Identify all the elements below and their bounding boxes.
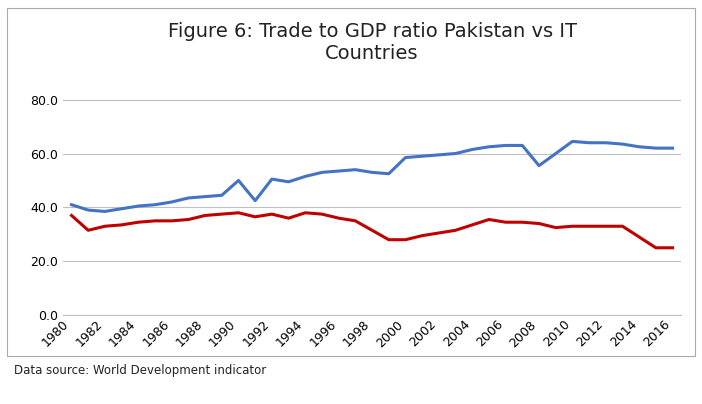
Pakistan	[218, 212, 226, 217]
Pakistan	[67, 213, 76, 218]
Pakistan	[168, 219, 176, 223]
Pakistan	[251, 215, 260, 219]
Pakistan	[318, 212, 326, 217]
Pakistan	[585, 224, 593, 229]
IT	[117, 206, 126, 211]
Pakistan	[451, 228, 460, 233]
Pakistan	[368, 228, 376, 233]
IT	[318, 170, 326, 175]
IT	[301, 174, 310, 179]
IT	[402, 155, 410, 160]
Pakistan	[134, 220, 143, 225]
IT	[284, 179, 293, 184]
IT	[168, 200, 176, 204]
Pakistan	[618, 224, 627, 229]
Pakistan	[284, 216, 293, 221]
IT	[484, 144, 493, 149]
Pakistan	[501, 220, 510, 225]
Pakistan	[402, 237, 410, 242]
IT	[251, 198, 260, 203]
Pakistan	[201, 213, 209, 218]
Pakistan	[535, 221, 543, 226]
Pakistan	[668, 245, 677, 250]
Pakistan	[117, 223, 126, 227]
Pakistan	[518, 220, 526, 225]
IT	[334, 168, 343, 173]
IT	[151, 202, 159, 207]
IT	[67, 202, 76, 207]
IT	[385, 171, 393, 176]
IT	[518, 143, 526, 148]
Pakistan	[635, 235, 644, 240]
Title: Figure 6: Trade to GDP ratio Pakistan vs IT
Countries: Figure 6: Trade to GDP ratio Pakistan vs…	[168, 22, 576, 63]
IT	[668, 146, 677, 151]
Pakistan	[234, 210, 243, 215]
Line: Pakistan: Pakistan	[72, 213, 673, 248]
IT	[84, 208, 93, 213]
IT	[184, 196, 192, 200]
Pakistan	[552, 225, 560, 230]
Pakistan	[651, 245, 660, 250]
Pakistan	[334, 216, 343, 221]
Pakistan	[484, 217, 493, 222]
IT	[351, 167, 359, 172]
IT	[535, 163, 543, 168]
Pakistan	[435, 231, 443, 236]
IT	[218, 193, 226, 198]
IT	[501, 143, 510, 148]
Pakistan	[568, 224, 576, 229]
IT	[585, 140, 593, 145]
IT	[651, 146, 660, 151]
Pakistan	[351, 219, 359, 223]
Pakistan	[385, 237, 393, 242]
Pakistan	[418, 233, 426, 238]
IT	[368, 170, 376, 175]
IT	[100, 209, 109, 214]
Pakistan	[468, 223, 477, 227]
IT	[267, 177, 276, 181]
IT	[468, 147, 477, 152]
Line: IT: IT	[72, 141, 673, 211]
Pakistan	[602, 224, 610, 229]
IT	[134, 204, 143, 208]
Pakistan	[184, 217, 192, 222]
IT	[418, 154, 426, 159]
Pakistan	[151, 219, 159, 223]
IT	[201, 194, 209, 199]
IT	[635, 144, 644, 149]
IT	[435, 152, 443, 157]
Pakistan	[301, 210, 310, 215]
IT	[451, 151, 460, 156]
IT	[602, 140, 610, 145]
IT	[568, 139, 576, 144]
IT	[234, 178, 243, 183]
IT	[618, 142, 627, 147]
Pakistan	[267, 212, 276, 217]
Text: Data source: World Development indicator: Data source: World Development indicator	[14, 364, 266, 377]
IT	[552, 151, 560, 156]
Pakistan	[100, 224, 109, 229]
Pakistan	[84, 228, 93, 233]
